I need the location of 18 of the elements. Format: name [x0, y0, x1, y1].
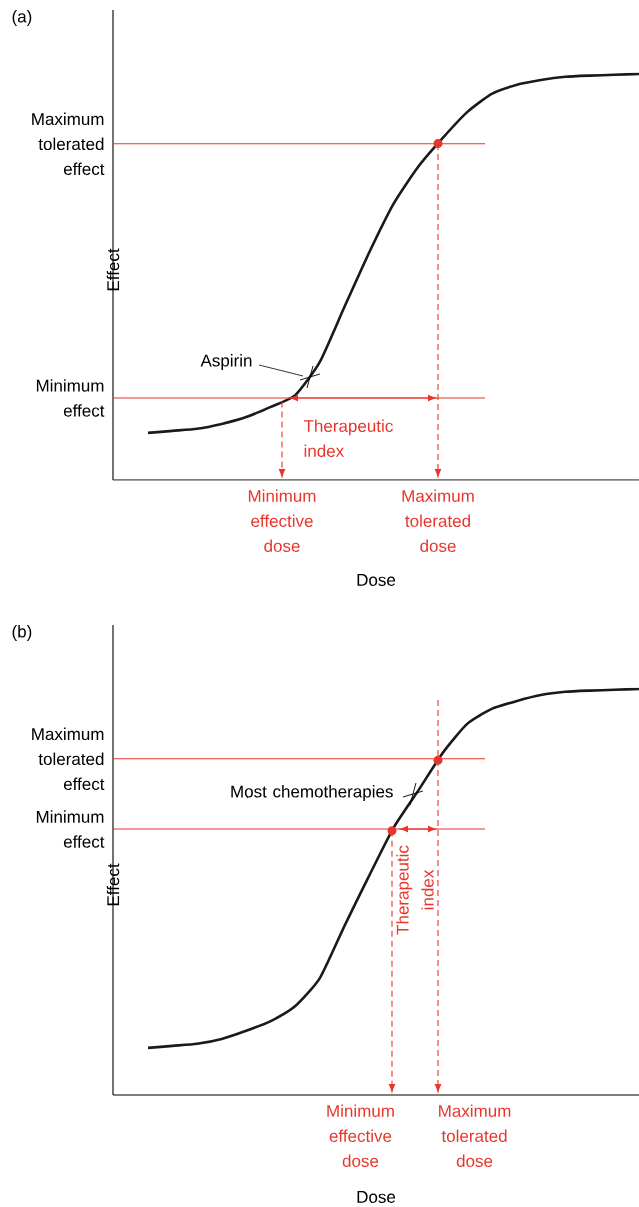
text: Minimum effective dose [248, 489, 316, 553]
chart-title: (a) [12, 10, 32, 26]
chart-title: (b) [12, 625, 32, 641]
text: Maximum tolerated dose [402, 489, 474, 553]
text: Maximum tolerated dose [439, 1104, 511, 1168]
ref-line-label: Maximum tolerated effect [32, 112, 105, 176]
x-axis-title: Dose [357, 574, 396, 586]
text: Minimum effective dose [327, 1104, 394, 1168]
annotation: Therapeutic index [396, 845, 434, 935]
ref-line-label: Maximum tolerated effect [32, 727, 105, 791]
annotation: Therapeutic index [303, 419, 393, 458]
y-axis-title: Effect [106, 863, 120, 906]
annotation: Most chemotherapies [231, 785, 393, 801]
y-axis-title: Effect [106, 248, 120, 291]
annotation: Aspirin [200, 354, 252, 370]
ref-line-label: Minimum effect [36, 810, 105, 848]
ref-line-label: Minimum effect [36, 379, 105, 417]
x-axis-title: Dose [357, 1191, 396, 1203]
